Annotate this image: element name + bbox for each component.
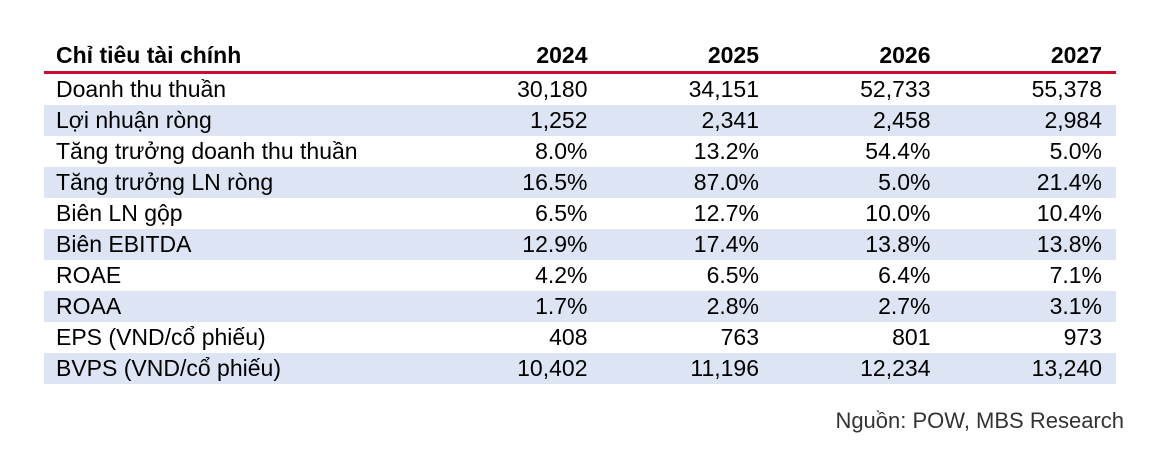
row-label: Tăng trưởng LN ròng: [44, 167, 430, 198]
cell-value: 13.8%: [773, 229, 945, 260]
cell-value: 52,733: [860, 76, 931, 102]
cell-value: 763: [720, 324, 759, 350]
row-label: ROAE: [56, 262, 122, 288]
header-year: 2027: [944, 40, 1116, 74]
header-year: 2026: [773, 40, 945, 74]
cell-value: 10.4%: [1036, 200, 1102, 226]
source-note: Nguồn: POW, MBS Research: [835, 408, 1124, 433]
cell-value: 5.0%: [773, 167, 945, 198]
cell-value: 2.8%: [601, 291, 773, 322]
cell-value: 55,378: [1031, 76, 1102, 102]
cell-value: 5.0%: [1049, 138, 1102, 164]
cell-value: 34,151: [688, 76, 759, 102]
financial-indicators-table: Chỉ tiêu tài chính 2024 2025 2026 2027 D…: [44, 40, 1116, 384]
row-label: Tăng trưởng doanh thu thuần: [56, 138, 358, 164]
cell-value: 87.0%: [601, 167, 773, 198]
table-row: Lợi nhuận ròng 1,252 2,341 2,458 2,984: [44, 105, 1116, 136]
table-row: Biên EBITDA 12.9% 17.4% 13.8% 13.8%: [44, 229, 1116, 260]
row-label: Biên LN gộp: [56, 200, 183, 226]
cell-value: 16.5%: [430, 167, 602, 198]
table-row: Tăng trưởng doanh thu thuần 8.0% 13.2% 5…: [44, 136, 1116, 167]
cell-value: 2.7%: [773, 291, 945, 322]
cell-value: 10.0%: [865, 200, 931, 226]
table-row: ROAE 4.2% 6.5% 6.4% 7.1%: [44, 260, 1116, 291]
cell-value: 12.9%: [430, 229, 602, 260]
cell-value: 408: [549, 324, 588, 350]
data-table: Chỉ tiêu tài chính 2024 2025 2026 2027 D…: [44, 40, 1116, 384]
cell-value: 8.0%: [535, 138, 588, 164]
cell-value: 11,196: [601, 353, 773, 384]
row-label: EPS (VND/cổ phiếu): [56, 324, 266, 350]
cell-value: 12,234: [773, 353, 945, 384]
table-row: Doanh thu thuần 30,180 34,151 52,733 55,…: [44, 73, 1116, 106]
row-label: BVPS (VND/cổ phiếu): [44, 353, 430, 384]
table-header-row: Chỉ tiêu tài chính 2024 2025 2026 2027: [44, 40, 1116, 74]
header-year: 2024: [430, 40, 602, 74]
cell-value: 2,984: [944, 105, 1116, 136]
cell-value: 6.4%: [878, 262, 931, 288]
header-label: Chỉ tiêu tài chính: [44, 40, 430, 74]
cell-value: 12.7%: [693, 200, 759, 226]
cell-value: 6.5%: [535, 200, 588, 226]
cell-value: 973: [1063, 324, 1102, 350]
table-row: Biên LN gộp 6.5% 12.7% 10.0% 10.4%: [44, 198, 1116, 229]
cell-value: 13.8%: [944, 229, 1116, 260]
row-label: Lợi nhuận ròng: [44, 105, 430, 136]
cell-value: 13.2%: [693, 138, 759, 164]
cell-value: 13,240: [944, 353, 1116, 384]
table-row: Tăng trưởng LN ròng 16.5% 87.0% 5.0% 21.…: [44, 167, 1116, 198]
table-row: BVPS (VND/cổ phiếu) 10,402 11,196 12,234…: [44, 353, 1116, 384]
cell-value: 2,341: [601, 105, 773, 136]
cell-value: 7.1%: [1049, 262, 1102, 288]
cell-value: 3.1%: [944, 291, 1116, 322]
cell-value: 10,402: [430, 353, 602, 384]
cell-value: 30,180: [517, 76, 588, 102]
cell-value: 4.2%: [535, 262, 588, 288]
cell-value: 1.7%: [430, 291, 602, 322]
cell-value: 6.5%: [706, 262, 759, 288]
cell-value: 1,252: [430, 105, 602, 136]
cell-value: 801: [892, 324, 931, 350]
cell-value: 54.4%: [865, 138, 931, 164]
row-label: ROAA: [44, 291, 430, 322]
table-row: EPS (VND/cổ phiếu) 408 763 801 973: [44, 322, 1116, 353]
cell-value: 2,458: [773, 105, 945, 136]
row-label: Biên EBITDA: [44, 229, 430, 260]
table-row: ROAA 1.7% 2.8% 2.7% 3.1%: [44, 291, 1116, 322]
header-year: 2025: [601, 40, 773, 74]
cell-value: 21.4%: [944, 167, 1116, 198]
cell-value: 17.4%: [601, 229, 773, 260]
row-label: Doanh thu thuần: [56, 76, 227, 102]
